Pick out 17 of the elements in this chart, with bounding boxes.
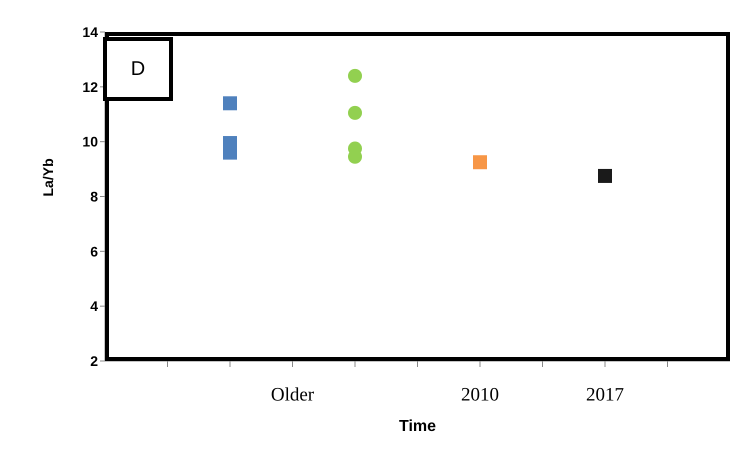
x-tick-label: 2017 [586, 384, 624, 406]
x-tick-label: Older [270, 384, 315, 406]
y-tick-label: 14 [82, 24, 98, 40]
point [598, 168, 612, 183]
point [348, 68, 362, 83]
y-tick-label: 6 [90, 243, 98, 260]
x-tick-label: 2010 [461, 384, 499, 406]
x-axis-title: Time [398, 418, 436, 435]
point [473, 155, 487, 170]
y-tick-label: 8 [90, 188, 98, 204]
point [348, 106, 362, 120]
annotation: D [103, 37, 173, 101]
y-tick-label: 10 [82, 134, 98, 150]
y-tick-label: 2 [90, 352, 98, 369]
y-tick-label: 4 [90, 298, 98, 314]
y-axis-title: La/Yb [40, 158, 56, 196]
y-tick-label: 12 [82, 78, 98, 95]
